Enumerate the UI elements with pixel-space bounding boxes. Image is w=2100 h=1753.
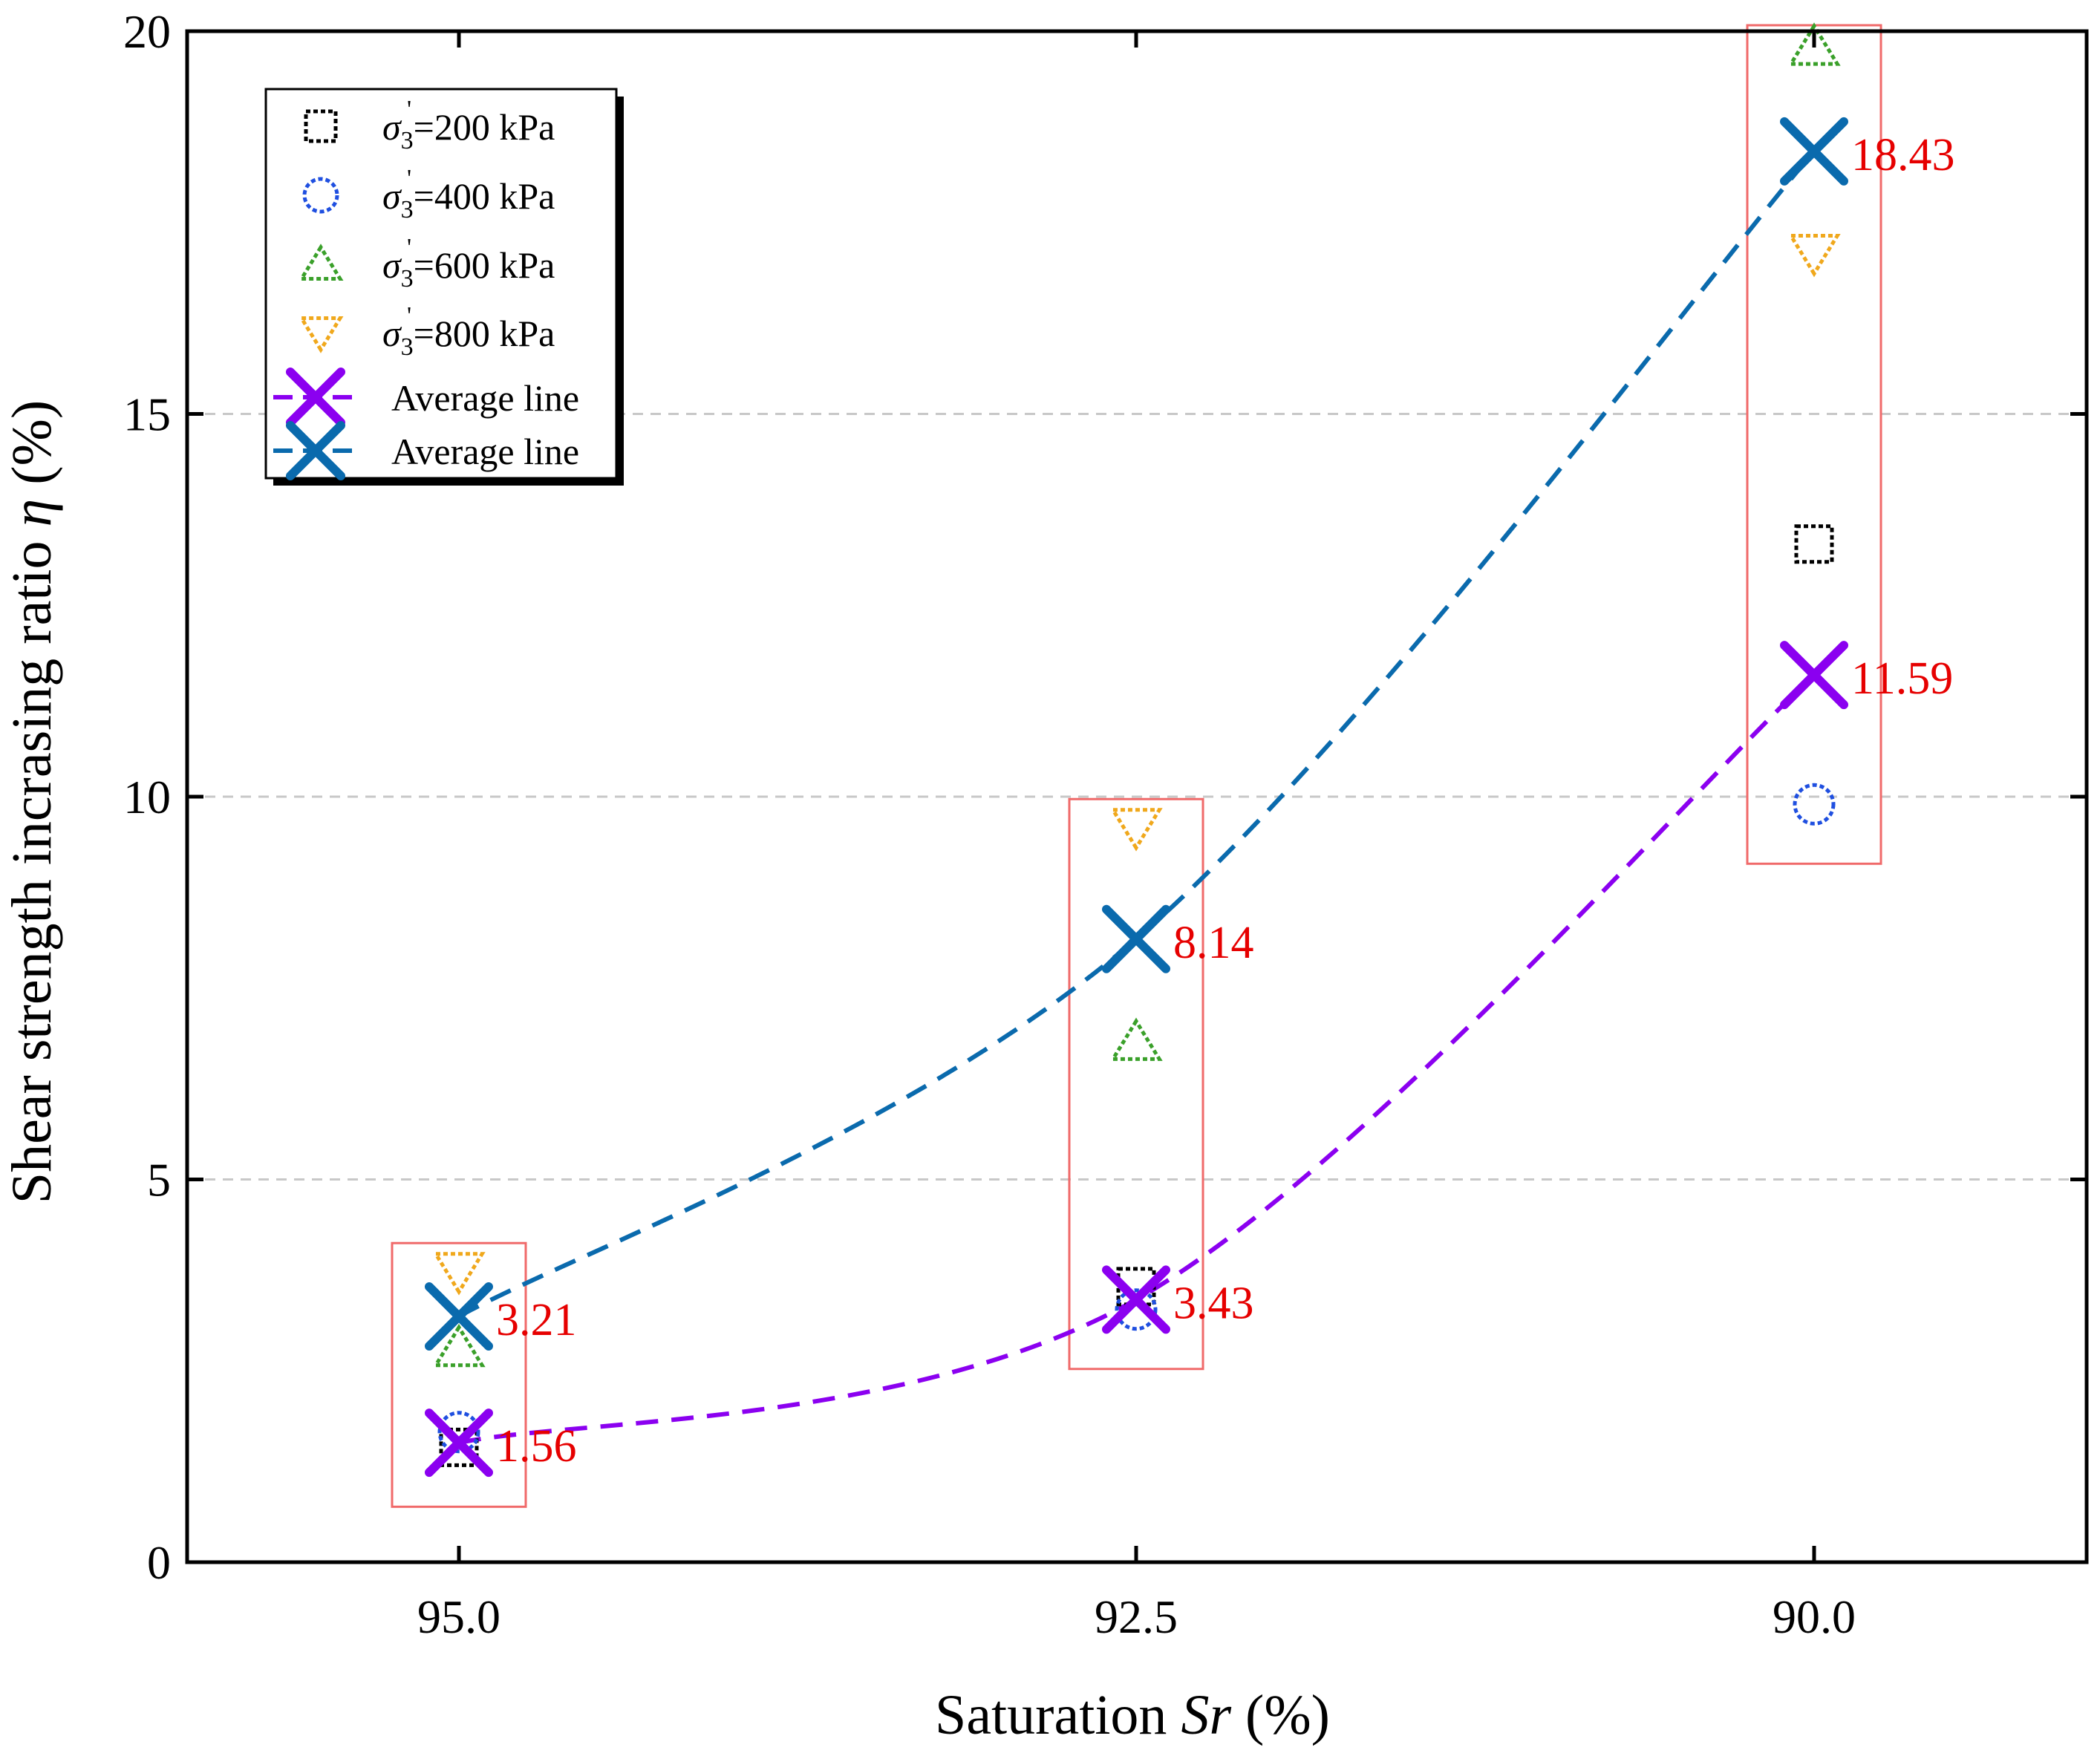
marker-triangle-down-95.0 xyxy=(432,1252,486,1296)
legend-average-marker xyxy=(286,421,345,480)
legend-prime-mark: ' xyxy=(407,96,411,123)
average-marker-1-92.5 xyxy=(1102,1265,1170,1334)
legend-label: σ3=600 kPa xyxy=(382,244,555,293)
x-tick-label: 95.0 xyxy=(417,1590,500,1643)
marker-square-95.0 xyxy=(439,1427,479,1467)
data-markers xyxy=(425,22,1848,1478)
average-value-label: 8.14 xyxy=(1173,918,1254,968)
x-tick-label: 90.0 xyxy=(1773,1590,1856,1643)
average-value-label: 18.43 xyxy=(1851,130,1955,180)
average-lines xyxy=(457,149,1816,1446)
legend-box xyxy=(264,88,618,480)
average-value-label: 11.59 xyxy=(1851,653,1953,704)
marker-circle-92.5 xyxy=(1115,1288,1158,1331)
marker-triangle-up-95.0 xyxy=(432,1323,486,1368)
average-marker-1-95.0 xyxy=(425,1408,493,1478)
average-marker-2-95.0-stroke-b xyxy=(425,1282,493,1351)
legend-marker-circle xyxy=(302,177,339,214)
average-marker-2-90.0 xyxy=(1780,117,1848,186)
legend-label: Average line xyxy=(391,377,579,419)
y-tick-label: 20 xyxy=(123,5,171,58)
x-axis-label: Saturation Sr (%) xyxy=(935,1684,1330,1746)
average-marker-1-95.0-stroke-b xyxy=(425,1408,493,1478)
average-marker-1-90.0-stroke-b xyxy=(1780,641,1848,710)
average-marker-2-95.0 xyxy=(425,1282,493,1351)
average-marker-1-90.0 xyxy=(1780,641,1848,710)
legend-marker-square xyxy=(304,109,338,143)
average-marker-2-92.5 xyxy=(1102,904,1170,973)
marker-triangle-down-92.5 xyxy=(1109,808,1163,852)
average-marker-2-92.5-stroke-b xyxy=(1102,904,1170,973)
legend-prime-mark: ' xyxy=(407,165,411,192)
y-tick-label: 0 xyxy=(147,1536,171,1589)
average-line-2 xyxy=(457,149,1816,1319)
legend-average-marker xyxy=(286,368,345,427)
legend-label: σ3=400 kPa xyxy=(382,175,555,223)
average-marker-1-92.5-stroke-b xyxy=(1102,1265,1170,1334)
average-value-label: 1.56 xyxy=(496,1421,577,1472)
average-marker-2-90.0-stroke-b xyxy=(1780,117,1848,186)
x-tick-label: 92.5 xyxy=(1095,1590,1178,1643)
legend-average-marker-stroke-b xyxy=(286,368,345,427)
marker-square-90.0 xyxy=(1794,524,1834,564)
marker-triangle-up-92.5 xyxy=(1109,1017,1163,1061)
y-tick-label: 10 xyxy=(123,771,171,823)
y-tick-label: 15 xyxy=(123,388,171,441)
marker-triangle-up-90.0 xyxy=(1787,22,1841,66)
legend-label: σ3=200 kPa xyxy=(382,106,555,154)
average-value-label: 3.21 xyxy=(496,1295,577,1345)
legend: σ3=200 kPa'σ3=400 kPa'σ3=600 kPa'σ3=800 … xyxy=(264,88,624,486)
legend-label: Average line xyxy=(391,431,579,472)
grid-lines xyxy=(187,413,2087,1181)
legend-label: σ3=800 kPa xyxy=(382,313,555,361)
marker-circle-90.0 xyxy=(1793,783,1836,826)
highlight-box-92.5 xyxy=(1068,797,1204,1371)
legend-marker-triangle-down xyxy=(298,316,344,353)
data-labels: 1.56 3.43 11.59 3.21 8.14 18.43 xyxy=(496,130,1955,1472)
legend-prime-mark: ' xyxy=(407,234,411,261)
legend-average-marker-stroke-b xyxy=(286,421,345,480)
highlight-box-95.0 xyxy=(391,1241,527,1508)
average-value-label: 3.43 xyxy=(1173,1278,1254,1328)
average-line-1 xyxy=(458,673,1816,1446)
y-axis-label: Shear strength incrasing ratio η (%) xyxy=(1,400,63,1204)
marker-circle-95.0 xyxy=(437,1411,480,1454)
legend-prime-mark: ' xyxy=(407,302,411,330)
marker-triangle-down-90.0 xyxy=(1787,234,1841,278)
axes: 0 5 10 15 20 95.0 92.5 90.0 xyxy=(123,5,2089,1643)
legend-marker-triangle-up xyxy=(298,244,344,281)
y-tick-label: 5 xyxy=(147,1154,171,1207)
